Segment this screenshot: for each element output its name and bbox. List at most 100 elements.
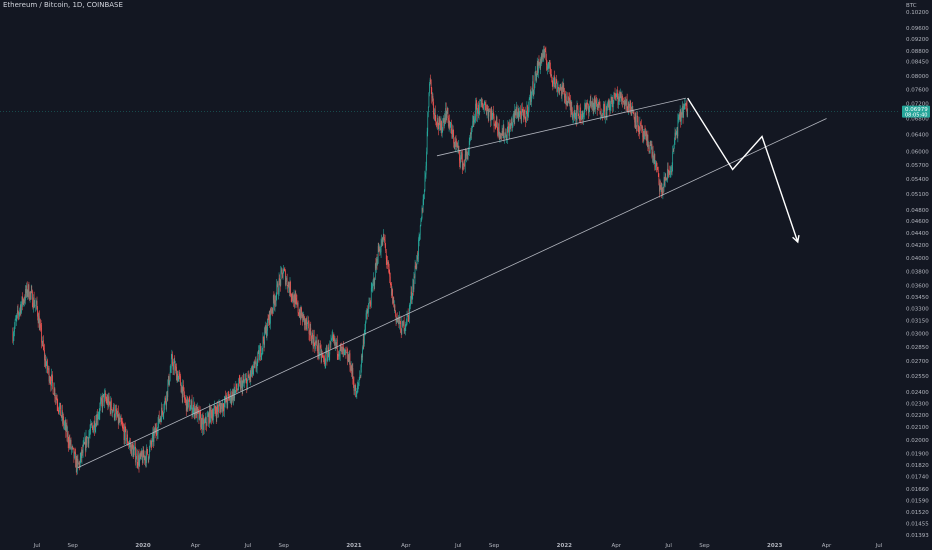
candle-body xyxy=(591,102,593,107)
candle xyxy=(243,373,245,384)
trendline[interactable] xyxy=(77,118,827,469)
candle-body xyxy=(603,104,604,116)
candle xyxy=(676,126,678,139)
candle-body xyxy=(471,127,473,130)
candle xyxy=(153,425,154,448)
candle xyxy=(295,293,297,305)
candle-body xyxy=(36,301,37,304)
candle xyxy=(427,111,429,137)
trendline[interactable] xyxy=(436,97,687,157)
candle xyxy=(387,256,388,269)
candle-body xyxy=(433,114,435,115)
candle xyxy=(378,242,380,253)
candle-body xyxy=(263,337,264,342)
candle xyxy=(316,334,318,352)
candle-body xyxy=(571,106,573,113)
candle-body xyxy=(204,417,206,422)
candle-body xyxy=(500,134,501,139)
candle-body xyxy=(226,395,227,403)
candle-body xyxy=(505,132,507,139)
candle xyxy=(194,407,196,420)
candle xyxy=(641,125,643,131)
candle xyxy=(635,111,637,129)
candle xyxy=(538,55,540,67)
candle xyxy=(190,399,192,410)
candle xyxy=(344,349,346,356)
candle-body xyxy=(436,122,437,125)
candle-body xyxy=(38,316,40,330)
candle-body xyxy=(407,313,409,316)
candle-body xyxy=(589,100,591,106)
candle-body xyxy=(285,270,286,285)
candle-body xyxy=(164,398,166,403)
candle xyxy=(445,102,447,123)
candle xyxy=(213,404,215,417)
time-axis[interactable]: Jul Sep 2020 Apr Jul Sep 2021 Apr Jul Sep 2022 Apr J… xyxy=(33,543,883,549)
candle xyxy=(347,348,348,366)
candle-body xyxy=(470,132,472,135)
y-tick-label: 0.06000 xyxy=(906,149,929,155)
candle xyxy=(678,114,679,124)
projection-path[interactable] xyxy=(687,97,799,243)
candle xyxy=(252,365,254,375)
candle-body xyxy=(281,269,282,272)
candle-body xyxy=(544,50,546,57)
candle-body xyxy=(268,311,270,323)
candle xyxy=(362,345,363,363)
candle-body xyxy=(485,103,486,106)
candle-body xyxy=(418,239,419,256)
candle xyxy=(496,115,498,129)
candle xyxy=(375,257,377,271)
candle-body xyxy=(276,283,278,285)
candle-body xyxy=(97,417,99,420)
candle-body xyxy=(442,119,444,122)
candle-body xyxy=(655,162,657,166)
candle xyxy=(400,328,402,339)
candle xyxy=(51,374,53,381)
candle-body xyxy=(493,112,494,117)
candle xyxy=(474,116,476,123)
candle-body xyxy=(300,307,302,320)
candle xyxy=(566,91,567,106)
candle-body xyxy=(523,112,524,118)
candle-body xyxy=(507,126,509,131)
candle xyxy=(180,373,181,386)
candle-body xyxy=(261,347,263,349)
candle-body xyxy=(464,154,466,167)
candle xyxy=(213,408,214,425)
candle-body xyxy=(117,411,119,417)
price-axis[interactable]: BTC0.102000.096000.092000.088000.084500.… xyxy=(902,3,930,539)
candle-body xyxy=(290,295,292,297)
candle xyxy=(541,53,543,64)
candle-body xyxy=(590,100,592,104)
candle-body xyxy=(276,284,278,295)
candle-body xyxy=(388,262,389,267)
candle-body xyxy=(597,103,599,110)
candle-body xyxy=(634,112,636,123)
candle xyxy=(233,388,234,406)
candle-body xyxy=(153,432,155,442)
candle-body xyxy=(218,404,220,406)
candle-body xyxy=(180,385,182,393)
candle-body xyxy=(514,109,516,120)
candle xyxy=(453,141,455,149)
candle xyxy=(543,45,544,62)
candle xyxy=(130,442,132,452)
candle-body xyxy=(533,89,535,94)
candle xyxy=(346,352,347,354)
y-tick-label: 0.01520 xyxy=(906,510,929,516)
candle xyxy=(44,343,45,367)
candle-body xyxy=(430,82,432,89)
candle xyxy=(485,100,487,112)
candle xyxy=(253,359,255,369)
candle xyxy=(660,180,661,190)
candle xyxy=(360,364,362,378)
candle-body xyxy=(565,100,567,106)
candle-body xyxy=(202,417,204,420)
candle-body xyxy=(363,332,365,344)
candle-body xyxy=(161,407,162,423)
candle-body xyxy=(198,410,200,420)
candle-body xyxy=(609,104,611,111)
candle xyxy=(449,121,451,134)
